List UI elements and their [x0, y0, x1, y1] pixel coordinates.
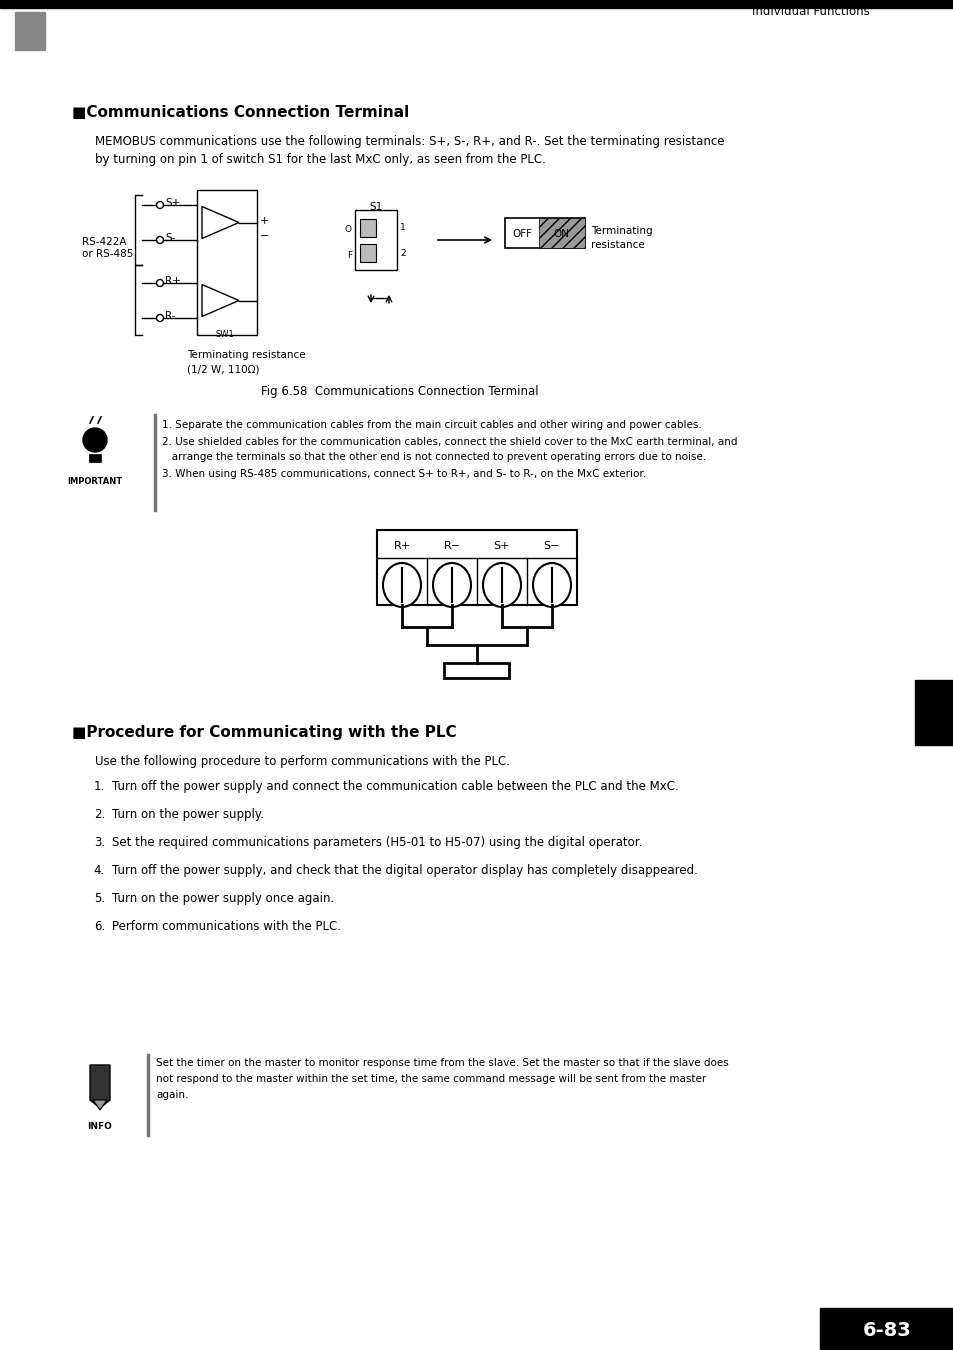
Text: not respond to the master within the set time, the same command message will be : not respond to the master within the set…	[156, 1075, 705, 1084]
Bar	[820, 1308, 953, 1350]
Text: F: F	[347, 251, 352, 259]
Bar	[359, 244, 375, 262]
Bar	[0, 0, 953, 8]
Text: Turn off the power supply and connect the communication cable between the PLC an: Turn off the power supply and connect th…	[112, 780, 678, 792]
Text: Terminating resistance: Terminating resistance	[187, 350, 305, 360]
Text: −: −	[260, 231, 269, 240]
Text: 4.: 4.	[93, 864, 105, 878]
Text: R-: R-	[165, 310, 175, 321]
Text: Individual Functions: Individual Functions	[752, 5, 869, 18]
Ellipse shape	[433, 563, 471, 608]
Text: OFF: OFF	[512, 230, 532, 239]
Text: ON: ON	[554, 230, 569, 239]
Text: 1.: 1.	[93, 780, 105, 792]
Text: Set the required communications parameters (H5-01 to H5-07) using the digital op: Set the required communications paramete…	[112, 836, 641, 849]
Bar	[376, 531, 577, 605]
Text: Turn on the power supply.: Turn on the power supply.	[112, 809, 264, 821]
Text: Use the following procedure to perform communications with the PLC.: Use the following procedure to perform c…	[95, 755, 510, 768]
Ellipse shape	[533, 563, 571, 608]
Text: R−: R−	[443, 541, 460, 551]
Text: S−: S−	[543, 541, 559, 551]
Text: +: +	[260, 216, 269, 227]
Text: Fig 6.58  Communications Connection Terminal: Fig 6.58 Communications Connection Termi…	[261, 385, 538, 398]
Text: Perform communications with the PLC.: Perform communications with the PLC.	[112, 919, 340, 933]
Text: 1: 1	[399, 224, 405, 232]
Bar	[914, 680, 953, 745]
Text: arrange the terminals so that the other end is not connected to prevent operatin: arrange the terminals so that the other …	[162, 452, 705, 462]
Text: R+: R+	[165, 275, 180, 286]
Text: MEMOBUS communications use the following terminals: S+, S-, R+, and R-. Set the : MEMOBUS communications use the following…	[95, 135, 723, 148]
Text: S+: S+	[494, 541, 510, 551]
Ellipse shape	[382, 563, 420, 608]
Text: ■Procedure for Communicating with the PLC: ■Procedure for Communicating with the PL…	[71, 725, 456, 740]
Bar	[504, 217, 584, 248]
Bar	[196, 190, 256, 335]
Bar	[355, 211, 396, 270]
Text: 2. Use shielded cables for the communication cables, connect the shield cover to: 2. Use shielded cables for the communica…	[162, 437, 737, 447]
Polygon shape	[92, 1100, 107, 1110]
Bar	[538, 217, 584, 248]
Text: 6-83: 6-83	[862, 1322, 910, 1341]
Text: INFO: INFO	[88, 1122, 112, 1131]
Bar	[359, 219, 375, 238]
Text: Turn on the power supply once again.: Turn on the power supply once again.	[112, 892, 334, 904]
Text: O: O	[345, 225, 352, 235]
Polygon shape	[90, 1065, 110, 1108]
Text: ■Communications Connection Terminal: ■Communications Connection Terminal	[71, 105, 409, 120]
Text: 1. Separate the communication cables from the main circuit cables and other wiri: 1. Separate the communication cables fro…	[162, 420, 701, 431]
Text: Terminating: Terminating	[590, 225, 652, 236]
Text: 3.: 3.	[93, 836, 105, 849]
Text: S+: S+	[165, 198, 180, 208]
Text: 6.: 6.	[93, 919, 105, 933]
Text: 5.: 5.	[93, 892, 105, 904]
Circle shape	[83, 428, 107, 452]
Text: 2.: 2.	[93, 809, 105, 821]
Polygon shape	[202, 285, 239, 316]
Text: again.: again.	[156, 1089, 188, 1100]
Text: resistance: resistance	[590, 240, 644, 250]
Bar	[15, 12, 45, 50]
Text: Turn off the power supply, and check that the digital operator display has compl: Turn off the power supply, and check tha…	[112, 864, 698, 878]
Text: SW1: SW1	[215, 329, 234, 339]
Text: IMPORTANT: IMPORTANT	[68, 477, 122, 486]
Text: (1/2 W, 110Ω): (1/2 W, 110Ω)	[187, 364, 259, 375]
Text: 3. When using RS-485 communications, connect S+ to R+, and S- to R-, on the MxC : 3. When using RS-485 communications, con…	[162, 468, 645, 479]
Polygon shape	[202, 207, 239, 239]
Ellipse shape	[482, 563, 520, 608]
Text: Set the timer on the master to monitor response time from the slave. Set the mas: Set the timer on the master to monitor r…	[156, 1058, 728, 1068]
Text: 2: 2	[399, 248, 405, 258]
Text: S-: S-	[165, 234, 175, 243]
Text: S1: S1	[369, 202, 382, 212]
Text: R+: R+	[393, 541, 410, 551]
Text: RS-422A
or RS-485: RS-422A or RS-485	[82, 238, 133, 259]
Bar	[444, 663, 509, 678]
Text: 6: 6	[926, 713, 940, 732]
Text: by turning on pin 1 of switch S1 for the last MxC only, as seen from the PLC.: by turning on pin 1 of switch S1 for the…	[95, 153, 545, 166]
Bar	[89, 454, 101, 462]
